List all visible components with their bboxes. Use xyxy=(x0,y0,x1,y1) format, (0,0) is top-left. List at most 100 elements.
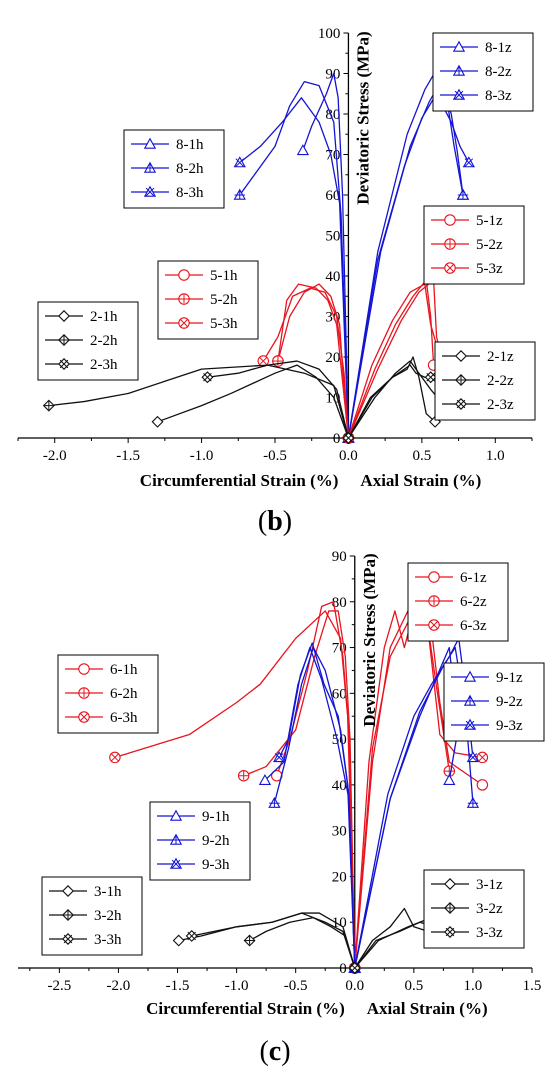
legend-2-1h-label: 2-1h xyxy=(90,309,118,325)
panel-c-x-tick-label: -0.5 xyxy=(284,978,308,994)
series-2-2h-end-marker xyxy=(42,399,55,412)
series-2-3h-line xyxy=(207,360,350,439)
series-8-1z-line xyxy=(347,68,464,439)
panel-c-x-tick-label: -2.0 xyxy=(107,978,131,994)
panel-b-y-axis-title: Deviatoric Stress (MPa) xyxy=(353,31,372,204)
series-5-2z-line xyxy=(347,279,444,439)
legend-9-3z-marker xyxy=(463,718,477,730)
panel-b-x-axis-title-right: Axial Strain (%) xyxy=(360,471,481,490)
series-6-2z-line xyxy=(354,610,450,969)
panel-c-x-tick-label: -1.0 xyxy=(225,978,249,994)
panel-c-legend-top-right: 6-1z 6-2z 6-3z xyxy=(407,562,509,642)
legend-3-2z-label: 3-2z xyxy=(476,901,503,917)
series-9-1z-end-marker xyxy=(443,773,456,786)
legend-8-2z-label: 8-2z xyxy=(485,64,512,80)
legend-3-3h-marker xyxy=(62,933,74,945)
panel-c-legend-lower-left: 3-1h 3-2h 3-3h xyxy=(41,876,143,956)
panel-c-legend-box xyxy=(423,869,525,949)
legend-8-1h-label: 8-1h xyxy=(176,137,204,153)
panel-c-legend-box xyxy=(41,876,143,956)
panel-b-y-tick-label: 100 xyxy=(318,26,341,42)
series-2-1h-line xyxy=(157,364,350,439)
panel-c-legend-box xyxy=(149,801,251,881)
legend-5-1z-label: 5-1z xyxy=(476,213,503,229)
series-5-1z-line xyxy=(347,279,435,439)
series-3-1h-line xyxy=(178,912,356,969)
legend-8-1z-marker xyxy=(452,40,466,52)
series-9-2z-end-marker xyxy=(466,796,480,808)
legend-9-3h-label: 9-3h xyxy=(202,857,230,873)
panel-b-legend-middle-right: 5-1z 5-2z 5-3z xyxy=(423,205,525,285)
legend-3-2h-marker xyxy=(62,909,74,921)
legend-5-1z-marker xyxy=(444,214,456,226)
legend-6-3h-marker xyxy=(78,711,90,723)
panel-b-x-tick-label: 0.0 xyxy=(339,448,358,464)
legend-6-3h-label: 6-3h xyxy=(110,710,138,726)
panel-b-legend-box xyxy=(157,260,259,340)
legend-3-3h-label: 3-3h xyxy=(94,932,122,948)
legend-5-2h-marker xyxy=(178,293,190,305)
panel-b-y-tick-label: 0 xyxy=(333,431,341,447)
legend-6-1h-label: 6-1h xyxy=(110,662,138,678)
legend-5-2z-label: 5-2z xyxy=(476,237,503,253)
series-8-3z-line xyxy=(347,93,470,439)
panel-b-y-tick-label: 60 xyxy=(325,188,340,204)
series-8-2h-end-marker xyxy=(233,188,246,200)
legend-9-1h-marker xyxy=(169,809,183,821)
series-5-3z-line xyxy=(347,283,444,439)
legend-6-1h-marker xyxy=(78,663,90,675)
panel-b-chart: -2.0 -1.5 -1.0 -0.5 0.0 0.5 1.0010203040506070… xyxy=(17,26,536,490)
panel-c-chart: -2.5 -2.0 -1.5 -1.0 -0.5 0.0 0.5 1.0 1.501020304… xyxy=(18,549,545,1018)
series-9-3h-end-marker xyxy=(273,751,286,763)
legend-9-1h-label: 9-1h xyxy=(202,809,230,825)
series-5-3h-line xyxy=(262,287,350,439)
series-8-2z-end-marker xyxy=(456,188,470,200)
legend-8-1h-marker xyxy=(143,137,157,149)
legend-6-2z-marker xyxy=(428,595,440,607)
legend-2-2z-marker xyxy=(455,374,467,386)
series-3-3h-line xyxy=(191,912,356,969)
legend-6-1z-marker xyxy=(428,571,440,583)
legend-5-3z-label: 5-3z xyxy=(476,261,503,277)
panel-c-y-tick-label: 20 xyxy=(332,869,347,885)
series-5-1h-line xyxy=(277,283,350,439)
series-8-1h-line xyxy=(302,72,350,439)
series-9-2h-end-marker xyxy=(268,796,281,808)
panel-c-y-tick-label: 90 xyxy=(332,549,347,565)
panel-c-x-tick-label: 0.0 xyxy=(345,978,364,994)
legend-3-3z-marker xyxy=(444,926,456,938)
series-3-1h-end-marker xyxy=(172,934,185,947)
legend-8-3h-label: 8-3h xyxy=(176,185,204,201)
panel-b-legend-lower-left: 2-1h 2-2h 2-3h xyxy=(37,301,139,381)
panel-c-x-axis-title-right: Axial Strain (%) xyxy=(367,999,488,1018)
legend-5-3h-marker xyxy=(178,317,190,329)
legend-6-3z-label: 6-3z xyxy=(460,618,487,634)
series-6-3h-line xyxy=(114,610,356,969)
panel-b-x-tick-label: -0.5 xyxy=(263,448,287,464)
panel-c-y-tick-label: 50 xyxy=(332,732,347,748)
panel-b-y-tick-label: 40 xyxy=(325,269,340,285)
panel-b-legend-top-right: 8-1z 8-2z 8-3z xyxy=(432,32,534,112)
series-9-1h-end-marker xyxy=(258,773,272,786)
panel-c-x-tick-label: 1.5 xyxy=(523,978,542,994)
legend-3-1h-label: 3-1h xyxy=(94,884,122,900)
series-3-3h-end-marker xyxy=(185,929,198,942)
legend-6-2h-label: 6-2h xyxy=(110,686,138,702)
legend-2-3h-marker xyxy=(58,358,70,370)
legend-2-1h-marker xyxy=(58,310,70,322)
panel-c-y-tick-label: 40 xyxy=(332,778,347,794)
panel-c-legend-upper-left: 6-1h 6-2h 6-3h xyxy=(57,654,159,734)
panel-b-y-tick-label: 70 xyxy=(325,148,340,164)
series-8-2h-line xyxy=(239,80,350,439)
legend-3-1h-marker xyxy=(62,885,74,897)
series-9-3z-end-marker xyxy=(466,751,480,763)
panel-c-x-tick-label: 0.5 xyxy=(404,978,423,994)
panel-c-x-tick-label: -2.5 xyxy=(47,978,71,994)
panel-c-legend-lower-right: 3-1z 3-2z 3-3z xyxy=(423,869,525,949)
panel-c-y-tick-label: 80 xyxy=(332,595,347,611)
series-2-3h-origin-marker xyxy=(342,432,355,444)
panel-b-legend-box xyxy=(432,32,534,112)
legend-6-2z-label: 6-2z xyxy=(460,594,487,610)
panel-c-legend-middle-left: 9-1h 9-2h 9-3h xyxy=(149,801,251,881)
